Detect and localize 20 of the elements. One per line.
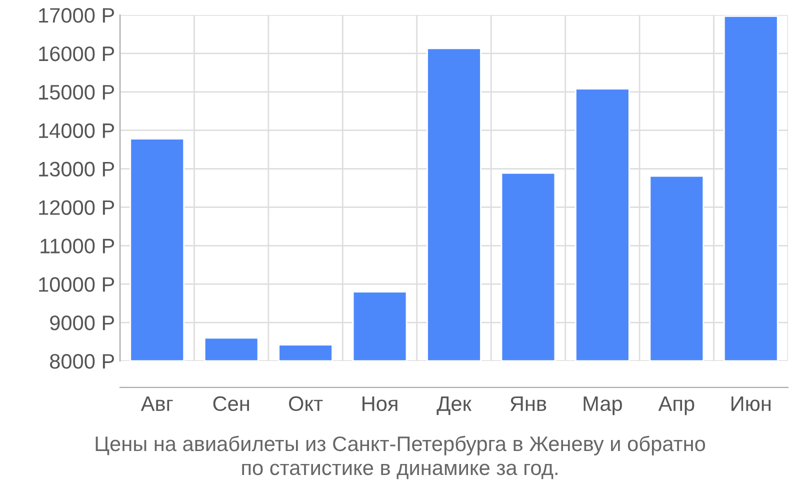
y-tick-label: 10000 Р (39, 277, 114, 292)
x-tick-label: Июн (732, 396, 770, 412)
x-tick-label: Мар (584, 396, 622, 416)
y-tick-label: 15000 Р (39, 84, 114, 100)
x-tick-label: Ноя (362, 396, 398, 412)
y-tick-label: 12000 Р (39, 200, 114, 215)
y-tick-label: 14000 Р (39, 123, 114, 138)
x-tick-label: Дек (436, 396, 472, 415)
x-tick-label: Сен (213, 396, 249, 412)
x-tick-label: Янв (510, 396, 546, 411)
x-tick-label: Окт (288, 396, 323, 412)
y-tick-label: 17000 Р (39, 8, 114, 23)
y-tick-label: 9000 Р (50, 316, 114, 330)
y-tick-label: 13000 Р (39, 162, 114, 177)
y-tick-label: 16000 Р (39, 46, 114, 62)
text: Цены на авиабилеты из Санкт-Петербурга в Женеву и обратно по статистике в динамике за год. (96, 436, 706, 480)
x-tick-label: Апр (658, 396, 694, 416)
x-tick-label: Авг (140, 396, 173, 411)
y-tick-label: 8000 Р (50, 354, 114, 369)
y-tick-label: 11000 Р (40, 238, 114, 254)
